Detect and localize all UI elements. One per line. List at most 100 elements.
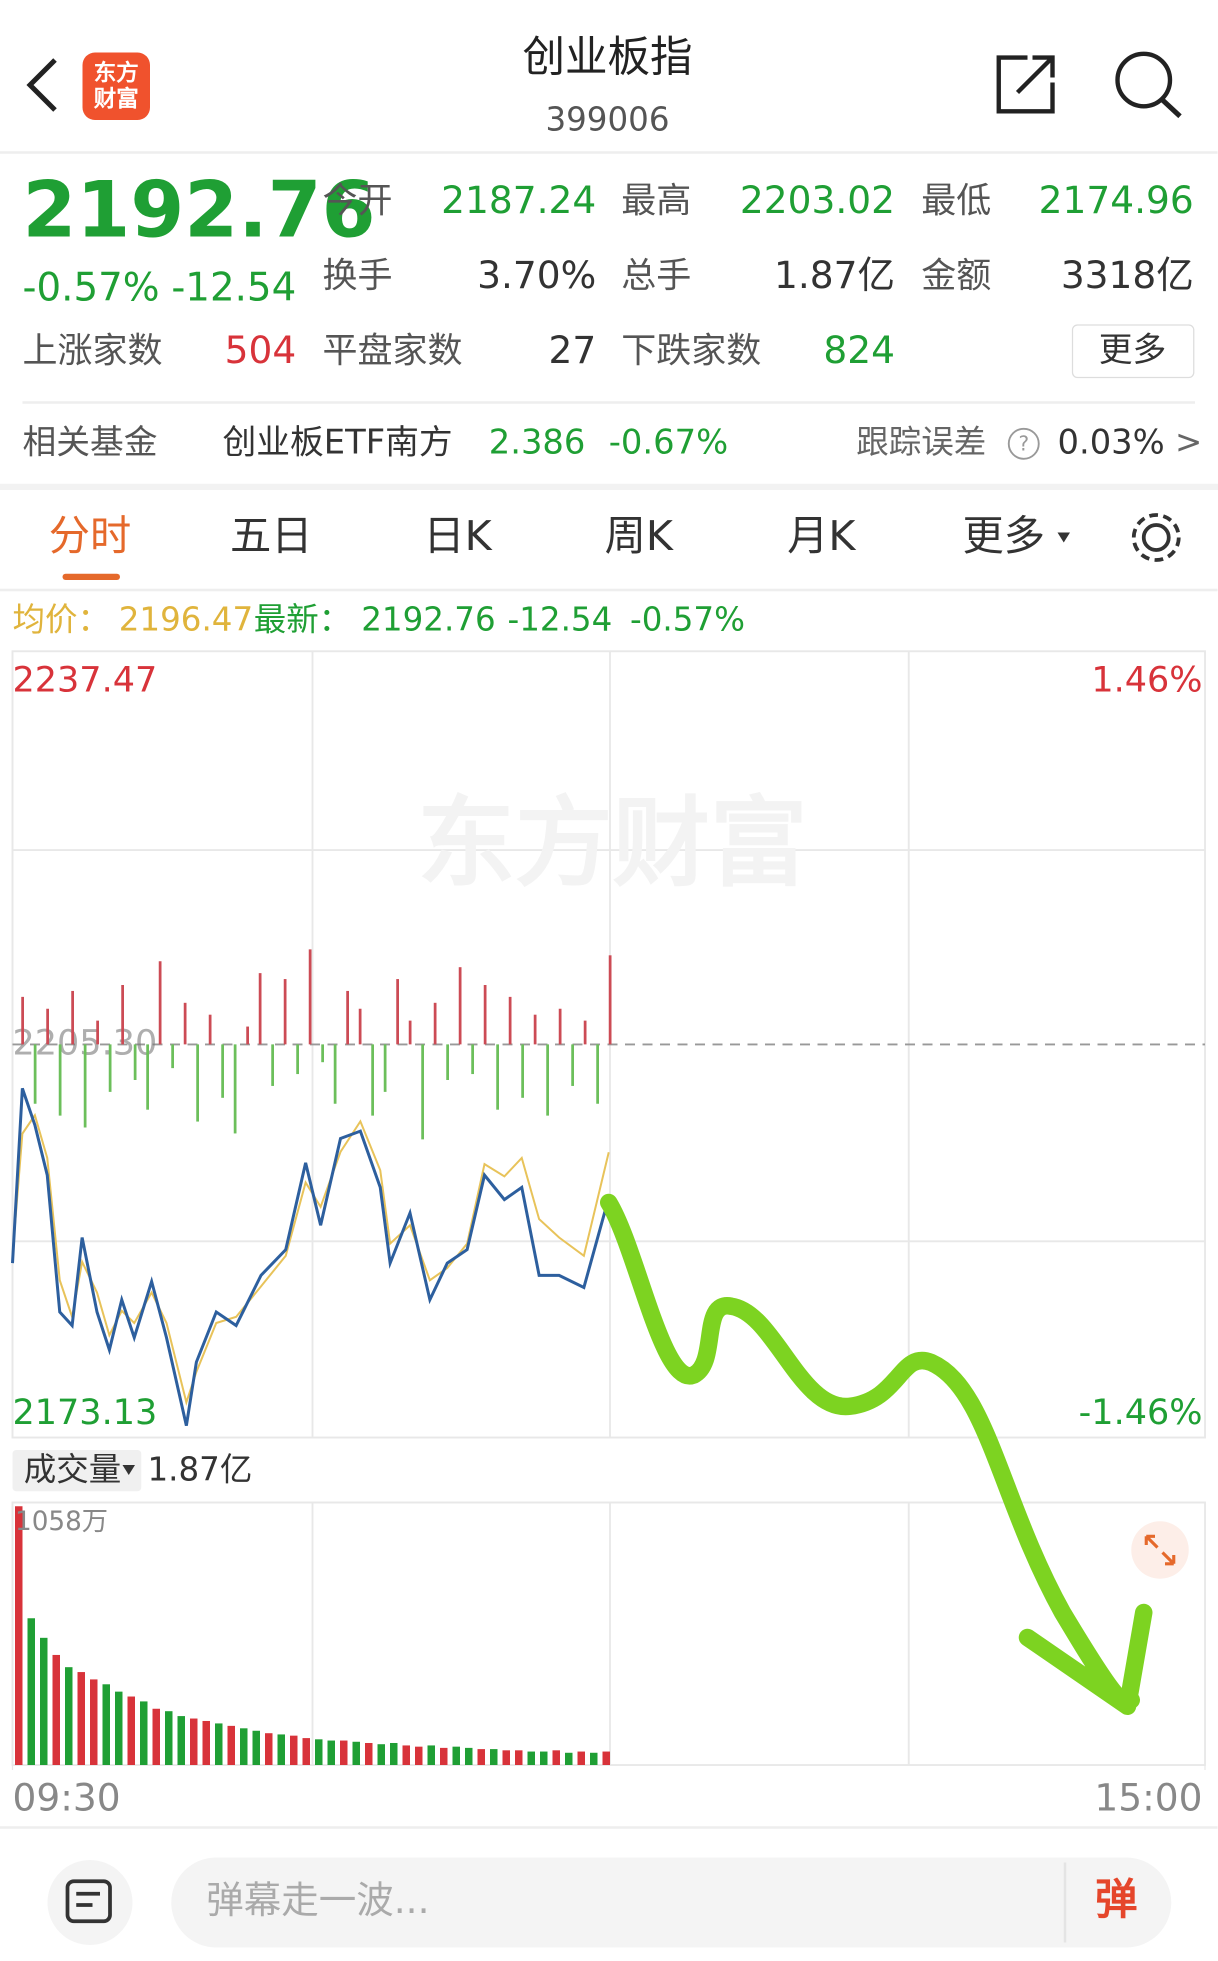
breadth-bar: [583, 1020, 587, 1045]
stat-value: 3.70%: [477, 253, 596, 297]
breadth-bar: [296, 1044, 299, 1075]
breadth-bar: [283, 979, 287, 1045]
volume-bar: [240, 1728, 248, 1765]
danmaku-button[interactable]: 弹: [1095, 1876, 1138, 1925]
breadth-bar: [608, 955, 612, 1045]
volume-bar: [115, 1691, 123, 1765]
stat-label: 换手: [323, 257, 393, 297]
y-tick-label: 2173.13: [13, 1393, 158, 1433]
breadth-bar: [396, 979, 399, 1045]
y-tick-label: 2237.47: [13, 660, 158, 700]
breadth-bar: [96, 1020, 99, 1045]
stat-label: 平盘家数: [323, 332, 463, 372]
input-placeholder[interactable]: 弹幕走一波...: [206, 1878, 429, 1922]
volume-bar: [177, 1716, 185, 1765]
volume-bar: [102, 1684, 110, 1765]
stats: 今开 2187.24 最高 2203.02 最低 2174.96 换手 3.70% 总手 1.87…: [23, 178, 1194, 372]
volume-label[interactable]: 成交量: [24, 1450, 122, 1488]
fund-change: -0.67%: [609, 422, 728, 461]
share-button[interactable]: [996, 55, 1055, 114]
breadth-bar: [46, 1008, 50, 1045]
volume-bar: [577, 1751, 585, 1765]
volume-bar: [402, 1745, 410, 1765]
dropdown-caret[interactable]: [1057, 532, 1071, 543]
search-button[interactable]: [1115, 51, 1182, 119]
volume-bar: [340, 1740, 348, 1765]
more-button[interactable]: [1071, 324, 1195, 379]
volume-selector[interactable]: [12, 1450, 142, 1492]
volume-bar: [552, 1750, 560, 1765]
breadth-bar: [233, 1044, 237, 1134]
volume-bar: [227, 1725, 235, 1765]
volume-bar: [40, 1637, 48, 1765]
breadth-bar: [533, 1014, 537, 1045]
comment-list-button[interactable]: [47, 1860, 133, 1945]
more-label[interactable]: 更多: [1099, 330, 1167, 369]
tab[interactable]: 月K: [787, 512, 856, 560]
help-icon[interactable]: [1007, 427, 1040, 460]
breadth-bar: [146, 1044, 149, 1110]
comment-input[interactable]: [171, 1857, 1172, 1948]
stat-label: 总手: [621, 257, 691, 297]
volume-bar: [527, 1751, 535, 1765]
change: -12.54: [171, 266, 296, 311]
volume-bar: [490, 1749, 498, 1765]
breadth-bar: [183, 1002, 187, 1045]
breadth-bar: [333, 1044, 337, 1104]
volume-bar: [165, 1711, 173, 1765]
app-logo: [82, 52, 150, 120]
settings-button[interactable]: [1131, 513, 1181, 562]
tab[interactable]: 更多: [963, 512, 1046, 560]
breadth-bar: [571, 1044, 574, 1086]
volume-bar: [377, 1744, 385, 1765]
stat-label: 最高: [621, 181, 691, 221]
tab[interactable]: 分时: [49, 512, 132, 560]
fund-name[interactable]: 创业板ETF南方: [223, 422, 453, 461]
volume-bar: [315, 1739, 323, 1765]
breadth-bar: [121, 984, 124, 1045]
stat-label: 上涨家数: [23, 332, 163, 372]
volume-bar: [152, 1708, 160, 1765]
breadth-bar: [596, 1044, 599, 1104]
breadth-bar: [33, 1044, 37, 1104]
help-glyph[interactable]: ?: [1018, 432, 1029, 456]
stat-value: 504: [225, 328, 297, 372]
volume-bar: [590, 1752, 598, 1765]
back-button[interactable]: [26, 58, 57, 112]
tab[interactable]: 五日: [230, 512, 313, 560]
volume-bar: [515, 1750, 523, 1765]
volume-bar: [415, 1746, 423, 1765]
volume-bar: [502, 1750, 510, 1765]
latest-change: -12.54: [508, 600, 613, 638]
breadth-bar: [433, 1002, 437, 1045]
tab[interactable]: 日K: [423, 512, 492, 560]
breadth-bar: [546, 1044, 549, 1116]
expand-button[interactable]: [1131, 1521, 1189, 1579]
breadth-bar: [371, 1044, 374, 1116]
volume-bar: [365, 1742, 373, 1765]
breadth-bar: [108, 1044, 112, 1092]
breadth-bar: [321, 1044, 324, 1063]
avg-label: 均价：: [13, 600, 111, 638]
volume-bar: [15, 1506, 23, 1765]
avg-value: 2196.47: [119, 600, 253, 638]
breadth-bar: [446, 1044, 449, 1080]
dropdown-caret[interactable]: [122, 1465, 136, 1475]
breadth-bar: [558, 1008, 562, 1045]
volume-bar: [202, 1720, 210, 1765]
stat-value: 2174.96: [1039, 178, 1194, 222]
stat-value: 27: [549, 328, 597, 372]
change-pct: -0.57%: [23, 266, 160, 311]
tab[interactable]: 周K: [605, 512, 674, 560]
volume-bar: [140, 1701, 148, 1765]
breadth-bar: [196, 1044, 199, 1122]
fund-arrow[interactable]: >: [1175, 423, 1202, 461]
latest-value: 2192.76: [361, 600, 495, 638]
breadth-bar: [208, 1014, 212, 1045]
volume-bar: [602, 1751, 610, 1765]
tracking-label: 跟踪误差: [856, 423, 986, 461]
breadth-bar: [458, 967, 462, 1045]
y2-tick-label: -1.46%: [1079, 1393, 1203, 1433]
breadth-bar: [483, 984, 487, 1045]
